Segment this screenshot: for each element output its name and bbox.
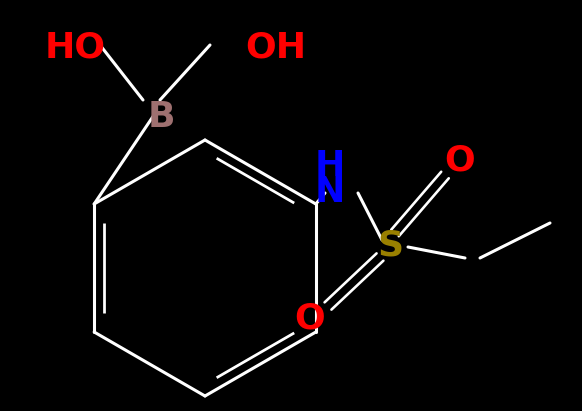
Text: O: O [294,301,325,335]
Text: OH: OH [245,30,306,64]
Text: B: B [148,100,176,134]
Text: S: S [377,228,403,262]
Text: O: O [445,143,475,177]
Text: HO: HO [45,30,106,64]
Text: H: H [315,149,345,183]
Text: N: N [315,175,345,209]
